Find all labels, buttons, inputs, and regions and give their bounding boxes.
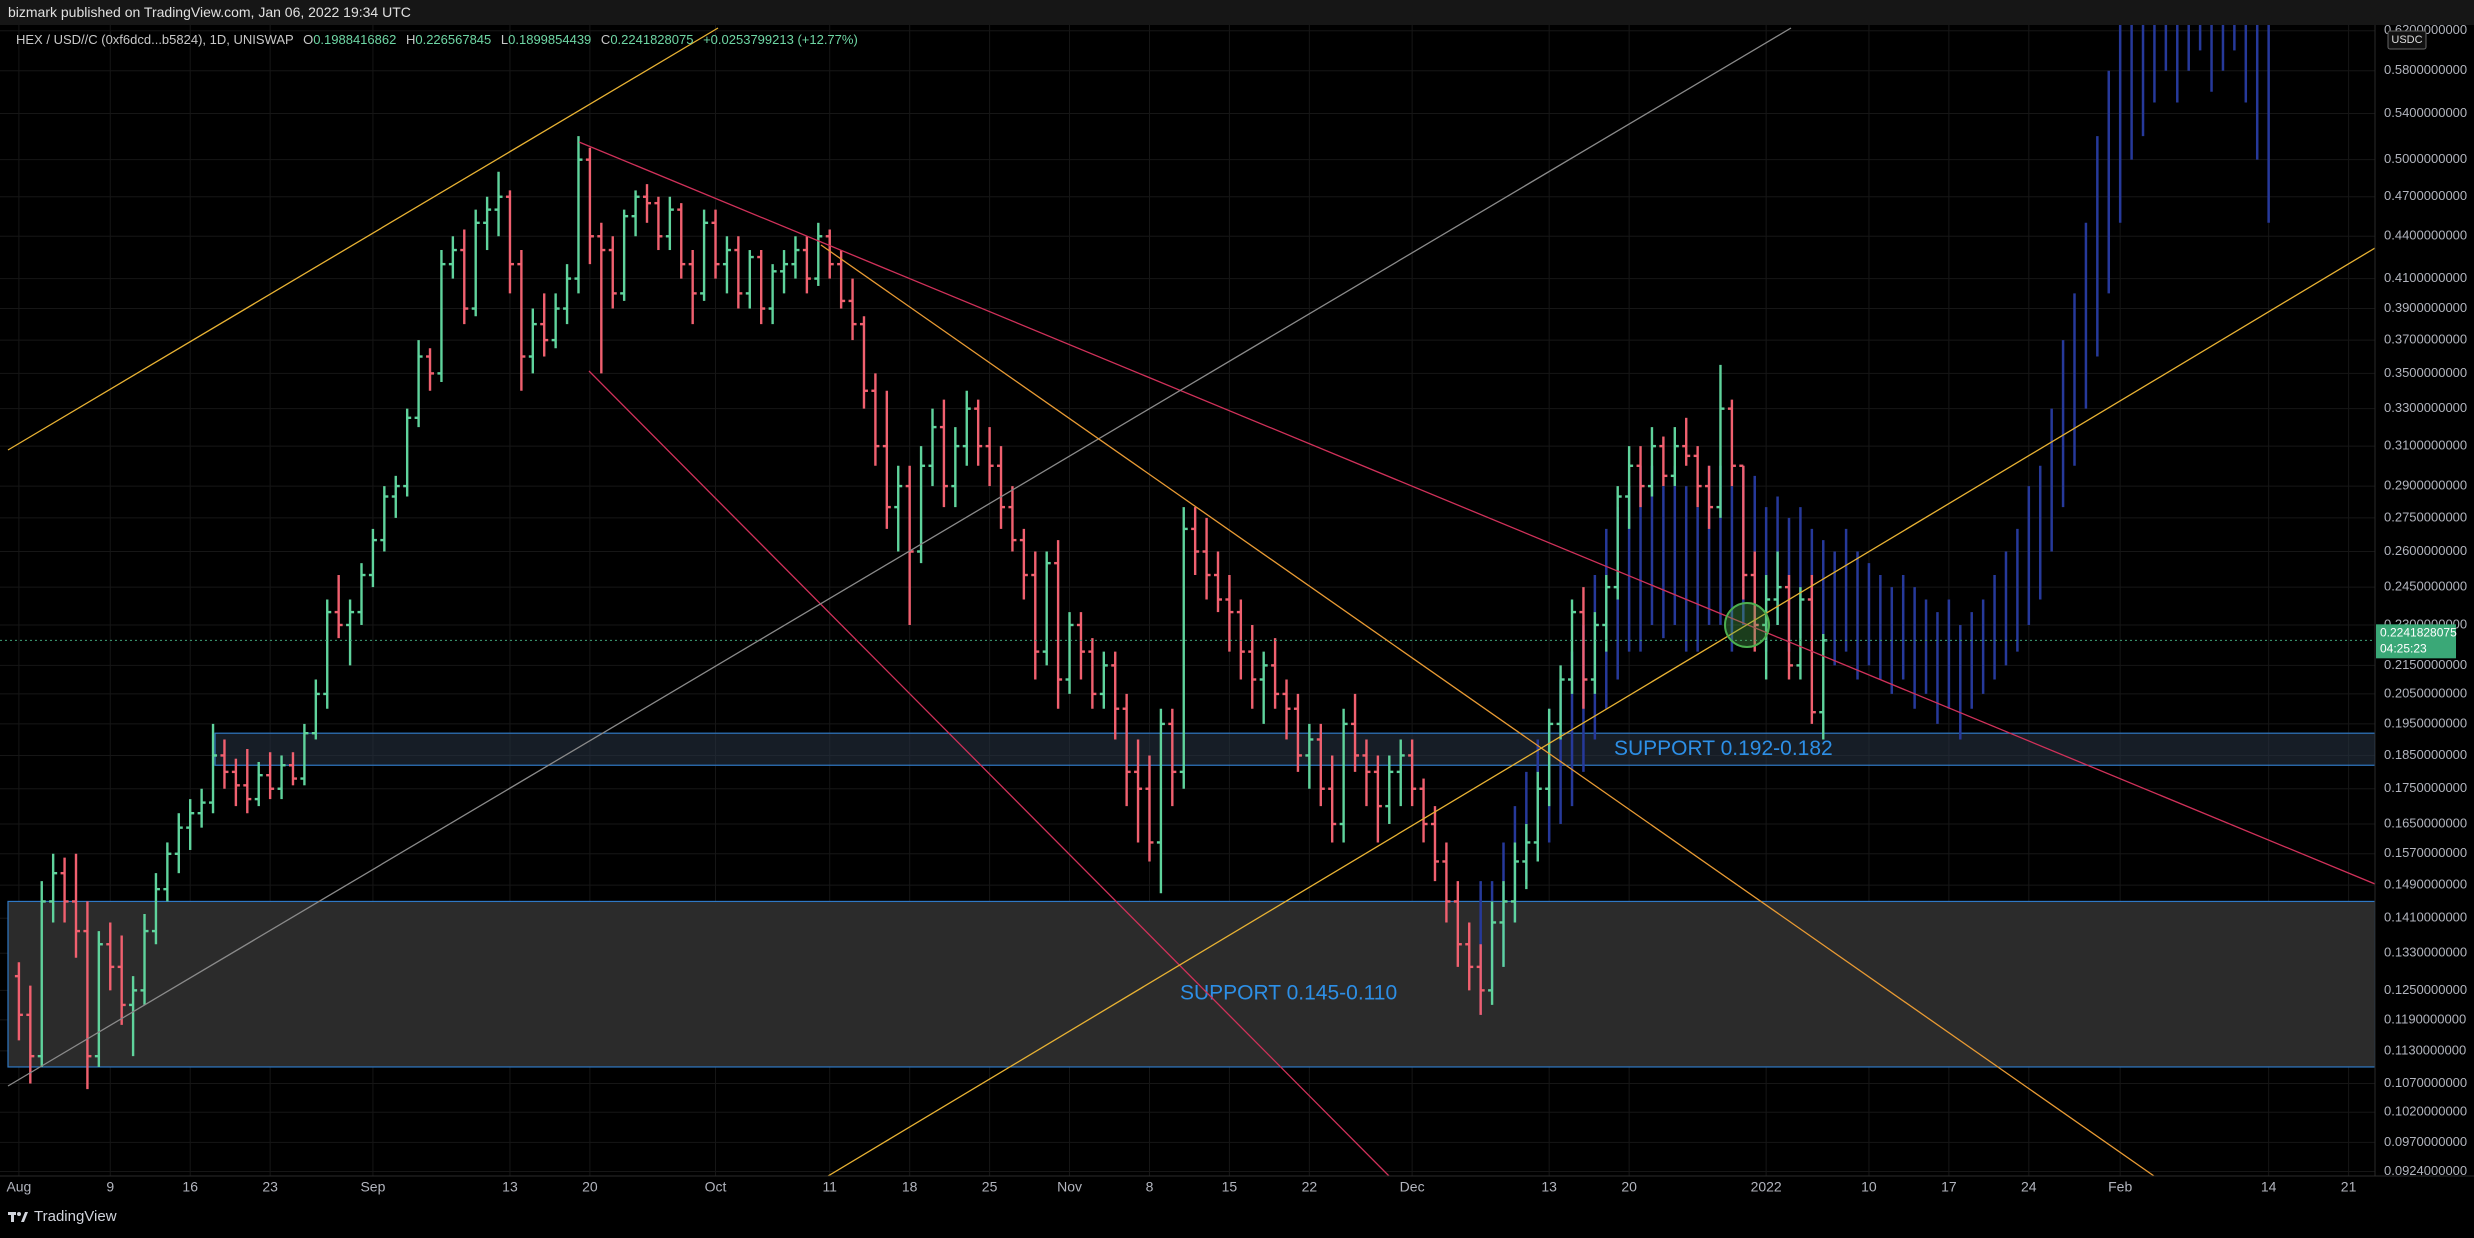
y-tick-label: 0.2150000000	[2384, 657, 2467, 672]
support-zone	[7, 900, 2375, 1068]
y-tick-label: 0.1490000000	[2384, 877, 2467, 892]
trend-line	[588, 370, 1390, 1176]
y-tick-label: 0.1850000000	[2384, 747, 2467, 762]
trend-line	[827, 247, 2375, 1176]
price-tag-value: 0.2241828075	[2380, 626, 2457, 640]
zones: SUPPORT 0.192-0.182 SUPPORT 0.145-0.110	[7, 732, 2375, 1068]
x-tick-label: Nov	[1057, 1179, 1082, 1195]
price-axis: 0.62000000000.58000000000.54000000000.50…	[6, 22, 2467, 1194]
currency-badge	[2387, 30, 2427, 50]
l-key: L	[500, 32, 509, 47]
y-tick-label: 0.5000000000	[2384, 151, 2467, 166]
x-tick-label: 23	[262, 1179, 278, 1195]
y-tick-label: 0.1950000000	[2384, 715, 2467, 730]
x-tick-label: Sep	[360, 1179, 385, 1195]
price-tag	[2376, 624, 2456, 659]
x-tick-label: 2022	[1751, 1179, 1782, 1195]
y-tick-label: 0.0924000000	[2384, 1163, 2467, 1178]
zone-label: SUPPORT 0.145-0.110	[1180, 982, 1397, 1005]
x-tick-label: 18	[902, 1179, 918, 1195]
y-tick-label: 0.2050000000	[2384, 685, 2467, 700]
y-tick-label: 0.5800000000	[2384, 62, 2467, 77]
y-tick-label: 0.4700000000	[2384, 188, 2467, 203]
legend: HEX / USD//C (0xf6dcd...b5824), 1D, UNIS…	[16, 32, 858, 47]
x-tick-label: 8	[1146, 1179, 1154, 1195]
y-tick-label: 0.3700000000	[2384, 332, 2467, 347]
x-tick-label: 22	[1302, 1179, 1318, 1195]
trend-line	[578, 141, 2375, 885]
high: 0.226567845	[415, 32, 492, 47]
publisher: bizmark published on TradingView.com, Ja…	[8, 4, 411, 20]
change: +0.0253799213 (+12.77%)	[703, 32, 858, 47]
y-tick-label: 0.1410000000	[2384, 910, 2467, 925]
y-tick-label: 0.1250000000	[2384, 982, 2467, 997]
trend-line	[820, 244, 2155, 1176]
y-tick-label: 0.3900000000	[2384, 300, 2467, 315]
x-tick-label: 17	[1941, 1179, 1957, 1195]
x-tick-label: 10	[1861, 1179, 1877, 1195]
zone-label: SUPPORT 0.192-0.182	[1614, 737, 1833, 760]
y-tick-label: 0.3100000000	[2384, 438, 2467, 453]
c-key: C	[600, 32, 611, 47]
x-tick-label: 20	[1621, 1179, 1637, 1195]
trend-line	[7, 27, 719, 451]
x-tick-label: 11	[822, 1179, 837, 1195]
y-tick-label: 0.4400000000	[2384, 228, 2467, 243]
x-tick-label: 9	[106, 1179, 114, 1195]
x-tick-label: 24	[2021, 1179, 2037, 1195]
top-bar: bizmark published on TradingView.com, Ja…	[0, 0, 2474, 25]
countdown: 04:25:23	[2380, 642, 2427, 656]
y-tick-label: 0.1650000000	[2384, 815, 2467, 830]
y-tick-label: 0.0970000000	[2384, 1134, 2467, 1149]
x-tick-label: Dec	[1400, 1179, 1425, 1195]
h-key: H	[405, 32, 416, 47]
x-tick-label: 25	[982, 1179, 998, 1195]
open: 0.1988416862	[313, 32, 397, 47]
x-tick-label: 14	[2261, 1179, 2277, 1195]
footer: TradingView	[8, 1208, 117, 1225]
y-tick-label: 0.5400000000	[2384, 105, 2467, 120]
y-tick-label: 0.2900000000	[2384, 478, 2467, 493]
x-tick-label: 15	[1222, 1179, 1238, 1195]
x-tick-label: 13	[1541, 1179, 1557, 1195]
y-tick-label: 0.1190000000	[2384, 1011, 2466, 1026]
currency: USDC	[2391, 34, 2422, 46]
y-tick-label: 0.3300000000	[2384, 400, 2467, 415]
brand: TradingView	[34, 1208, 117, 1225]
highlight-circle	[1724, 602, 1770, 648]
close: 0.2241828075	[610, 32, 694, 47]
x-tick-label: 13	[502, 1179, 518, 1195]
x-tick-label: 21	[2341, 1179, 2357, 1195]
y-tick-label: 0.1750000000	[2384, 780, 2467, 795]
trend-line	[7, 27, 1792, 1087]
logo	[8, 1211, 28, 1222]
y-tick-label: 0.2750000000	[2384, 509, 2467, 524]
y-tick-label: 0.3500000000	[2384, 365, 2467, 380]
x-tick-label: 20	[582, 1179, 598, 1195]
x-tick-label: Aug	[6, 1179, 31, 1195]
y-tick-label: 0.1330000000	[2384, 945, 2467, 960]
x-tick-label: Oct	[705, 1179, 727, 1195]
x-tick-label: 16	[182, 1179, 198, 1195]
y-tick-label: 0.2450000000	[2384, 579, 2467, 594]
drawings	[7, 27, 2375, 1176]
y-tick-label: 0.2600000000	[2384, 543, 2467, 558]
y-tick-label: 0.1130000000	[2384, 1042, 2466, 1057]
y-tick-label: 0.4100000000	[2384, 270, 2467, 285]
y-tick-label: 0.1570000000	[2384, 845, 2467, 860]
low: 0.1899854439	[508, 32, 592, 47]
y-tick-label: 0.1020000000	[2384, 1104, 2467, 1119]
symbol: HEX / USD//C (0xf6dcd...b5824), 1D, UNIS…	[16, 32, 294, 47]
bars	[0, 136, 2375, 1090]
y-tick-label: 0.1070000000	[2384, 1075, 2467, 1090]
x-tick-label: Feb	[2108, 1179, 2132, 1195]
o-key: O	[303, 32, 314, 47]
support-zone	[214, 732, 2375, 766]
